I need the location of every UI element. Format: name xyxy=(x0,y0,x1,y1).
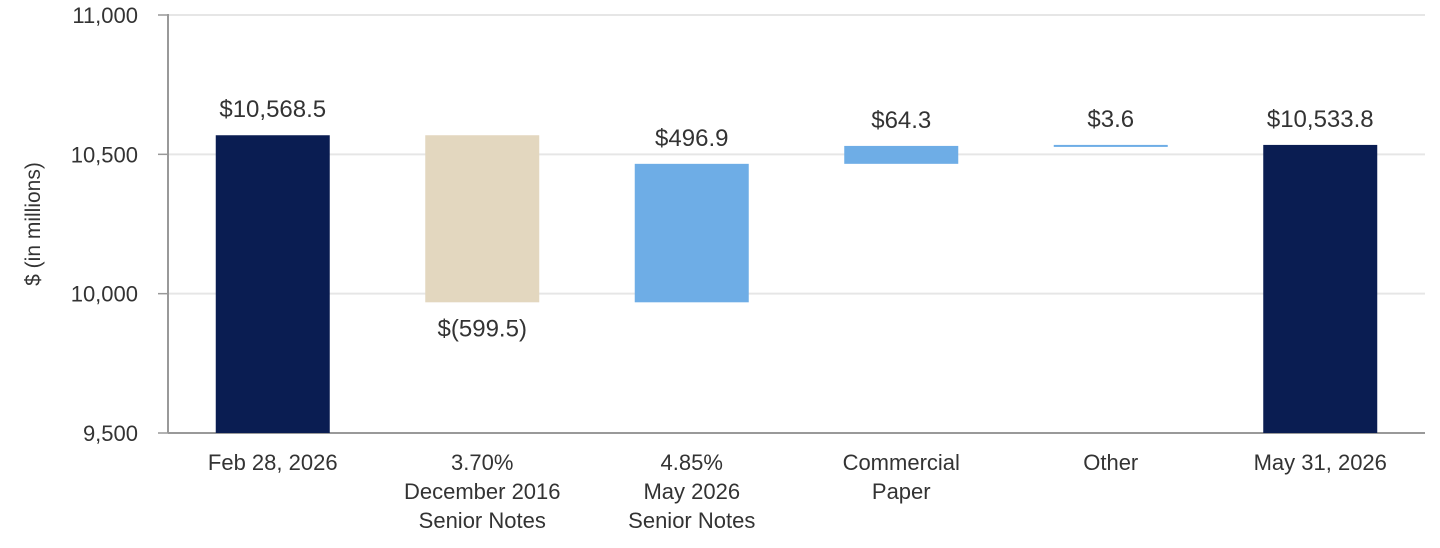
data-label: $64.3 xyxy=(871,107,931,134)
axes: 9,500 10,000 10,500 11,000 xyxy=(71,3,1425,446)
bars xyxy=(215,135,1378,433)
x-category-label: Senior Notes xyxy=(628,508,755,533)
y-tick-label: 10,500 xyxy=(71,142,138,167)
x-category-label: Paper xyxy=(872,479,931,504)
x-category-label: Commercial xyxy=(843,450,960,475)
gridlines xyxy=(168,14,1425,295)
data-labels: $10,568.5 $(599.5) $496.9 $64.3 $3.6 $10,533.… xyxy=(219,96,1373,342)
data-label: $(599.5) xyxy=(438,315,527,342)
bar-decrease xyxy=(425,135,540,303)
data-label: $10,533.8 xyxy=(1267,106,1374,133)
bar-total xyxy=(1263,144,1378,433)
bar-increase xyxy=(1053,144,1168,147)
data-label: $3.6 xyxy=(1087,106,1134,133)
bar-increase xyxy=(844,145,959,164)
y-axis-title: $ (in millions) xyxy=(22,162,45,286)
category-labels: Feb 28, 2026 3.70% December 2016 Senior Not… xyxy=(208,450,1387,533)
x-category-label: Senior Notes xyxy=(419,508,546,533)
x-category-label: December 2016 xyxy=(404,479,561,504)
data-label: $10,568.5 xyxy=(219,96,326,123)
data-label: $496.9 xyxy=(655,125,728,152)
x-category-label: May 2026 xyxy=(643,479,740,504)
x-category-label: Other xyxy=(1083,450,1138,475)
y-tick-label: 10,000 xyxy=(71,282,138,307)
x-category-label: Feb 28, 2026 xyxy=(208,450,338,475)
bar-total xyxy=(215,135,330,433)
y-tick-label: 9,500 xyxy=(83,421,138,446)
bar-increase xyxy=(634,163,749,303)
x-category-label: May 31, 2026 xyxy=(1254,450,1387,475)
x-category-label: 3.70% xyxy=(451,450,513,475)
y-tick-label: 11,000 xyxy=(72,3,138,28)
x-category-label: 4.85% xyxy=(661,450,723,475)
